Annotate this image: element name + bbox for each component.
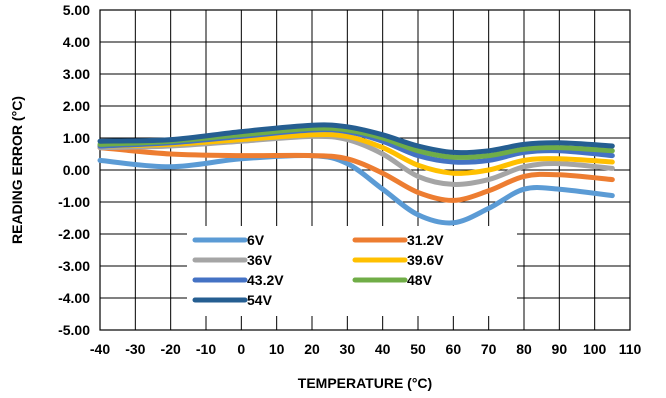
series-line-48V — [97, 125, 615, 160]
x-tick-label: 110 — [619, 341, 642, 357]
legend: 6V 31.2V 36V 39.6V 43.2V 48V 54V — [192, 232, 444, 308]
x-tick-label: 20 — [304, 341, 320, 357]
x-tick-label: 70 — [481, 341, 497, 357]
y-tick-label: -3.00 — [58, 258, 90, 274]
x-axis-title: TEMPERATURE (°C) — [298, 375, 432, 391]
plot-frame — [99, 9, 631, 331]
series-line-39.6V — [97, 132, 615, 176]
legend-label: 54V — [247, 292, 273, 308]
legend-label: 43.2V — [247, 272, 284, 288]
y-tick-label: -2.00 — [58, 226, 90, 242]
x-tick-label: 10 — [269, 341, 285, 357]
x-tick-label: 100 — [583, 341, 607, 357]
x-tick-label: 0 — [237, 341, 245, 357]
y-tick-label: 4.00 — [63, 34, 90, 50]
x-tick-label: 40 — [375, 341, 391, 357]
x-tick-label: 30 — [340, 341, 356, 357]
x-tick-label: 60 — [446, 341, 462, 357]
legend-label: 39.6V — [407, 252, 444, 268]
series-line-54V — [97, 122, 615, 156]
x-tick-label: -10 — [196, 341, 216, 357]
y-axis-title: READING ERROR (°C) — [9, 96, 25, 244]
y-tick-label: -4.00 — [58, 290, 90, 306]
y-tick-label: 1.00 — [63, 130, 90, 146]
x-tick-label: 90 — [552, 341, 568, 357]
legend-label: 48V — [407, 272, 433, 288]
x-tick-label: 80 — [516, 341, 532, 357]
x-tick-label: -30 — [125, 341, 145, 357]
y-tick-label: -5.00 — [58, 322, 90, 338]
legend-label: 31.2V — [407, 232, 444, 248]
x-tick-label: -20 — [161, 341, 181, 357]
tick-labels: -40 -30 -20 -10 0 10 20 30 40 50 60 70 80 90 100 110 5.0… — [58, 2, 641, 357]
legend-label: 6V — [247, 232, 265, 248]
x-tick-label: 50 — [410, 341, 426, 357]
x-tick-label: -40 — [90, 341, 110, 357]
y-tick-label: 0.00 — [63, 162, 90, 178]
y-tick-label: 2.00 — [63, 98, 90, 114]
series-line-6V — [97, 152, 615, 226]
y-tick-label: -1.00 — [58, 194, 90, 210]
y-tick-label: 5.00 — [63, 2, 90, 18]
legend-label: 36V — [247, 252, 273, 268]
series-lines — [97, 122, 615, 226]
y-tick-label: 3.00 — [63, 66, 90, 82]
series-line-31.2V — [97, 145, 615, 203]
